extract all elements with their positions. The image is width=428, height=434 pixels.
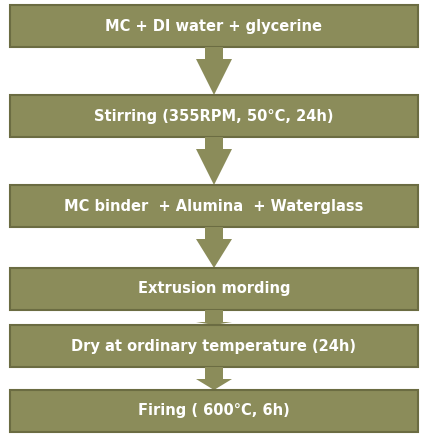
Text: Stirring (355RPM, 50°C, 24h): Stirring (355RPM, 50°C, 24h)	[94, 108, 334, 124]
Polygon shape	[196, 239, 232, 268]
FancyBboxPatch shape	[10, 185, 418, 227]
Bar	[205, 227, 223, 239]
Bar	[205, 367, 223, 379]
FancyBboxPatch shape	[10, 390, 418, 432]
FancyBboxPatch shape	[10, 268, 418, 310]
Bar	[205, 310, 223, 322]
Bar	[205, 47, 223, 59]
Polygon shape	[196, 149, 232, 185]
Text: Firing ( 600°C, 6h): Firing ( 600°C, 6h)	[138, 404, 290, 418]
Polygon shape	[196, 379, 232, 390]
Bar	[205, 137, 223, 149]
Text: Dry at ordinary temperature (24h): Dry at ordinary temperature (24h)	[71, 339, 357, 354]
FancyBboxPatch shape	[10, 325, 418, 367]
Text: MC + DI water + glycerine: MC + DI water + glycerine	[105, 19, 323, 33]
FancyBboxPatch shape	[10, 5, 418, 47]
Text: MC binder  + Alumina  + Waterglass: MC binder + Alumina + Waterglass	[64, 198, 364, 214]
FancyBboxPatch shape	[10, 95, 418, 137]
Polygon shape	[196, 322, 232, 325]
Text: Extrusion mording: Extrusion mording	[138, 282, 290, 296]
Polygon shape	[196, 59, 232, 95]
